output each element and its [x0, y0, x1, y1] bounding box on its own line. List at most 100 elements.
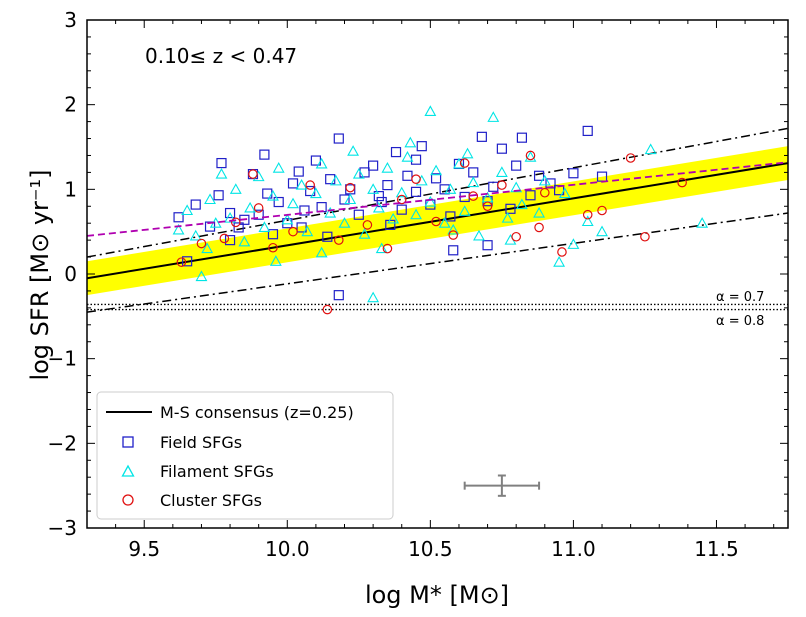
field-sfg-point [345, 184, 356, 195]
filament-sfg-point [347, 145, 360, 156]
cluster-sfg-point [268, 242, 278, 253]
filament-sfg-point [352, 167, 365, 179]
field-sfg-point [533, 170, 545, 181]
filament-sfg-point [272, 162, 285, 173]
filament-sfg-point [458, 205, 471, 216]
filament-sfg-point [461, 147, 474, 159]
field-sfg-point [410, 154, 422, 165]
field-sfg-point [359, 167, 370, 178]
filament-sfg-point [473, 229, 485, 241]
field-sfg-point [402, 170, 413, 181]
upper-dashdot-line [87, 127, 788, 258]
field-sfg-point [496, 143, 507, 154]
cluster-sfg-point [382, 243, 393, 254]
filament-sfg-point [244, 201, 257, 213]
filament-sfg-point [467, 176, 480, 188]
field-sfg-point [216, 157, 227, 169]
filament-sfg-point [269, 255, 282, 266]
filament-sfg-point [553, 256, 566, 267]
cluster-sfg-point [253, 203, 264, 213]
filament-sfg-point [344, 193, 357, 205]
filament-sfg-point [444, 183, 457, 194]
filament-sfg-point [453, 157, 465, 169]
field-sfg-point [525, 190, 536, 201]
field-sfg-point [253, 209, 264, 220]
filament-sfg-point [410, 208, 422, 220]
filament-sfg-point [644, 143, 657, 155]
field-sfg-point [511, 160, 522, 171]
filament-sfg-point [524, 151, 537, 162]
y-tick-label: 1 [64, 177, 77, 201]
cluster-sfg-point [677, 177, 687, 188]
field-sfg-point [190, 199, 201, 210]
cluster-sfg-point [640, 231, 650, 242]
field-sfg-point [390, 146, 402, 158]
cluster-sfg-point [305, 180, 315, 190]
field-sfg-point [353, 209, 364, 220]
cluster-sfg-point [322, 304, 333, 315]
legend-label-ms: M-S consensus (z=0.25) [160, 403, 354, 422]
filament-sfg-point [315, 246, 328, 258]
filament-sfg-point [447, 223, 460, 235]
filament-sfg-point [301, 225, 314, 237]
field-sfg-point [333, 290, 344, 301]
filament-sfg-point [287, 197, 299, 209]
filament-sfg-point [329, 174, 342, 186]
filament-sfg-point [201, 242, 214, 254]
filament-sfg-point [267, 189, 279, 201]
filament-sfg-point [215, 167, 228, 179]
filament-sfg-point [372, 201, 385, 213]
cluster-sfg-point [176, 257, 187, 267]
y-tick-label: 2 [64, 93, 77, 117]
field-sfg-point [376, 196, 387, 208]
filament-sfg-point [558, 187, 571, 199]
cluster-sfg-point [248, 169, 258, 179]
cluster-sfg-point [625, 153, 636, 163]
filament-sfg-point [238, 235, 251, 247]
legend-field-marker [122, 436, 134, 448]
filament-sfg-point [281, 213, 294, 225]
filament-sfg-point [415, 174, 428, 186]
field-sfg-point [259, 149, 270, 160]
cluster-sfg-point [411, 174, 421, 184]
field-sfg-point [325, 174, 336, 185]
field-sfg-point [368, 160, 379, 171]
cluster-sfg-point [539, 187, 550, 198]
field-sfg-point [516, 132, 528, 143]
filament-sfg-point [189, 229, 202, 241]
cluster-sfg-point [345, 182, 356, 193]
field-sfg-point [482, 240, 493, 251]
y-axis-title: log SFR [M⊙ yr⁻¹] [26, 169, 54, 380]
filament-sfg-point [204, 193, 216, 205]
field-sfg-point [582, 125, 593, 137]
cluster-sfg-point [468, 191, 479, 201]
cluster-sfg-point [431, 216, 441, 227]
field-sfg-point [296, 222, 307, 233]
cluster-sfg-point [448, 230, 459, 240]
magenta-fit-line [87, 161, 788, 237]
field-sfg-point [448, 245, 459, 256]
cluster-sfg-point [333, 235, 344, 245]
filament-sfg-point [258, 221, 271, 232]
field-sfg-point [267, 229, 279, 240]
filament-sfg-point [501, 211, 514, 223]
filament-sfg-point [538, 174, 551, 186]
cluster-sfg-point [196, 238, 207, 249]
legend-label-cluster: Cluster SFGs [160, 491, 262, 510]
field-sfg-point [430, 173, 442, 184]
legend-box [96, 391, 394, 520]
filament-sfg-point [295, 178, 308, 190]
filament-sfg-point [367, 183, 380, 194]
field-sfg-point [568, 168, 579, 179]
filament-sfg-point [424, 195, 437, 207]
filament-sfg-point [533, 206, 546, 218]
cluster-sfg-point [497, 180, 507, 190]
field-sfg-point [322, 231, 333, 242]
x-tick-label: 10.0 [265, 537, 310, 561]
cluster-sfg-point [511, 231, 521, 242]
filament-sfg-point [315, 157, 328, 169]
cluster-sfg-point [230, 217, 241, 228]
legend-filament-marker [121, 464, 135, 477]
field-sfg-point [445, 211, 456, 222]
